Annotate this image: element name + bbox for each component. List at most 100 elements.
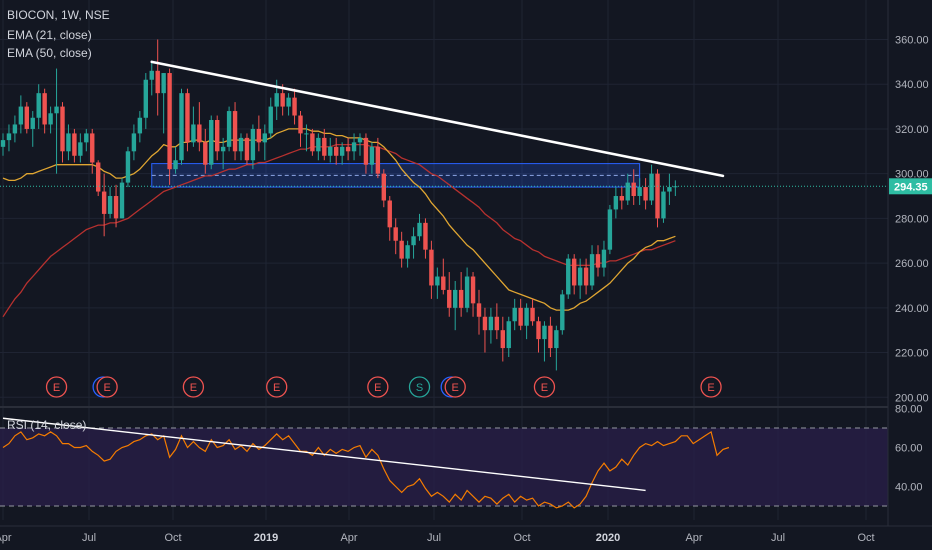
event-label: E	[452, 382, 459, 394]
candle	[54, 68, 59, 174]
candle	[334, 137, 339, 165]
price-tick-label: 320.00	[895, 124, 929, 136]
time-tick-label: Apr	[685, 532, 702, 544]
candle-body	[637, 187, 642, 197]
candle	[530, 298, 535, 326]
candle-body	[476, 303, 482, 317]
candle-body	[256, 128, 262, 143]
candle-body	[72, 133, 77, 156]
candle-body	[482, 316, 488, 331]
candle-body	[90, 133, 95, 163]
candle	[536, 316, 541, 353]
candle-body	[494, 316, 500, 331]
candle	[512, 298, 517, 331]
rsi-legend: RSI (14, close)	[7, 418, 87, 432]
candle	[667, 173, 672, 205]
candle-body	[488, 316, 494, 331]
candle	[215, 115, 220, 161]
candle	[268, 97, 273, 138]
earnings-event-marker: E	[45, 376, 68, 398]
candle	[292, 88, 297, 125]
resistance-zone	[151, 163, 641, 188]
candle-body	[119, 182, 125, 219]
candle-body	[411, 236, 416, 246]
candle-body	[286, 97, 291, 107]
candle-body	[48, 113, 53, 125]
candle-body	[316, 137, 321, 152]
candle-body	[667, 187, 672, 192]
candle	[548, 316, 553, 358]
candle	[137, 111, 143, 143]
candle-body	[661, 191, 666, 219]
candle-body	[363, 137, 369, 165]
price-tick-label: 240.00	[895, 303, 929, 315]
candle-body	[405, 245, 410, 259]
candle-body	[453, 289, 458, 308]
ema21-legend: EMA (21, close)	[7, 28, 92, 42]
candle-body	[54, 106, 59, 114]
candle-body	[595, 254, 601, 268]
ema50-line	[2, 143, 676, 318]
candle	[107, 187, 113, 219]
candle	[345, 137, 351, 161]
candle-body	[607, 209, 613, 250]
candle-body	[530, 307, 535, 322]
candle	[435, 267, 440, 299]
event-label: E	[103, 382, 110, 394]
candle	[203, 128, 208, 174]
time-tick-label: Apr	[0, 532, 12, 544]
candle	[375, 137, 381, 179]
time-tick-label: Apr	[340, 532, 357, 544]
candle	[339, 142, 345, 165]
candle-body	[643, 187, 648, 201]
candle-body	[66, 133, 71, 152]
candles	[0, 39, 678, 371]
candle-body	[369, 146, 375, 165]
candle-body	[155, 70, 160, 94]
time-tick-label: Oct	[857, 532, 874, 544]
event-circle	[533, 376, 556, 398]
candle	[250, 124, 256, 170]
candle-body	[435, 276, 440, 286]
earnings-event-marker: E	[700, 376, 722, 398]
candle	[185, 88, 190, 152]
candle	[101, 173, 107, 237]
candle	[298, 111, 303, 147]
rsi-tick-label: 40.00	[895, 482, 923, 494]
last-price-label: 294.35	[894, 181, 928, 193]
candle	[191, 106, 196, 147]
rsi-trendline	[2, 417, 646, 492]
price-tick-label: 340.00	[895, 79, 929, 91]
candle-body	[339, 146, 345, 156]
candle-body	[470, 276, 476, 304]
candle	[226, 106, 232, 152]
candle	[572, 254, 577, 295]
candle-body	[357, 137, 363, 143]
candle-body	[334, 146, 339, 156]
event-circle	[367, 376, 389, 398]
event-label: E	[273, 382, 280, 394]
candle-body	[393, 227, 398, 241]
candle	[131, 124, 137, 161]
event-circle	[182, 376, 205, 398]
candle	[554, 325, 559, 371]
candle-body	[298, 115, 303, 134]
candle-body	[387, 200, 392, 228]
candle	[393, 218, 398, 255]
candle	[310, 128, 315, 156]
candle-body	[458, 289, 464, 308]
candle	[399, 231, 404, 268]
time-tick-label: Jul	[771, 532, 785, 544]
candle	[429, 240, 434, 299]
event-label: S	[416, 382, 423, 394]
candle-body	[292, 97, 297, 116]
candle	[286, 93, 291, 116]
candle-body	[107, 196, 113, 214]
candle	[494, 303, 500, 340]
candle	[256, 115, 262, 152]
ema50-layer	[2, 143, 676, 318]
candle-body	[399, 240, 404, 259]
candle-body	[36, 93, 41, 118]
